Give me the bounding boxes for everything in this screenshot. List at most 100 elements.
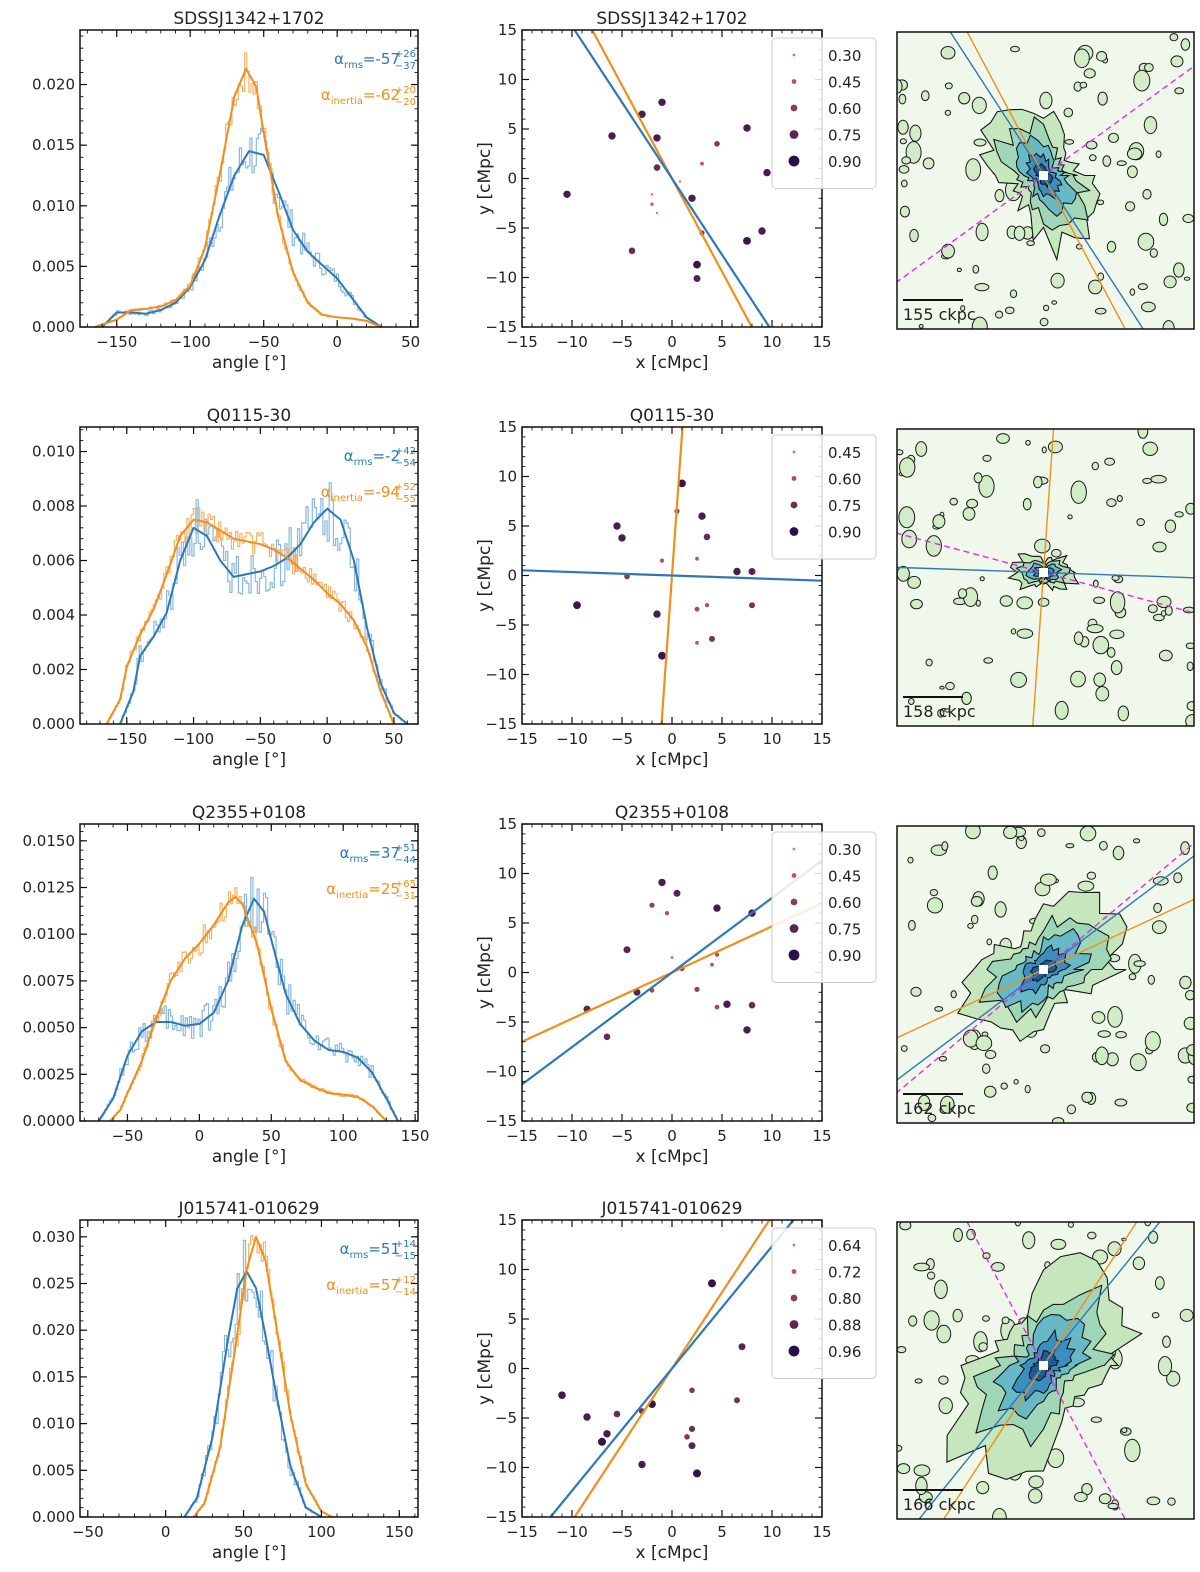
noise-contour xyxy=(1010,45,1020,53)
x-tick-label: 150 xyxy=(385,1523,414,1541)
annotation-text: =-94 xyxy=(363,483,400,501)
annotation-sup: +52 xyxy=(395,482,416,493)
noise-contour xyxy=(967,922,974,929)
scatter-title: J015741-010629 xyxy=(601,1199,743,1219)
noise-contour xyxy=(1132,1256,1146,1271)
galaxy-point xyxy=(670,956,674,959)
y-tick-label: 0.0075 xyxy=(23,972,76,990)
noise-contour xyxy=(1174,511,1184,518)
galaxy-point xyxy=(653,610,661,618)
noise-contour xyxy=(1162,320,1175,329)
noise-contour xyxy=(899,138,907,145)
y-tick-label: 0.010 xyxy=(32,197,75,215)
noise-contour xyxy=(952,1308,963,1323)
annotation-low: −20 xyxy=(395,97,416,108)
y-tick-label: 0.010 xyxy=(32,1415,75,1433)
annotation-rms-label: αrms=-2 xyxy=(344,447,400,468)
map-content xyxy=(897,826,1194,1123)
x-tick-label: −5 xyxy=(611,730,633,748)
scale-bar-label: 155 ckpc xyxy=(903,305,976,324)
y-tick-label: −5 xyxy=(495,219,517,237)
scatter-panel: −15−15 −10 −10 −5 −5 0 0 5 5 10 10 15 15 SDSSJ1342+17… xyxy=(475,9,877,373)
noise-contour xyxy=(978,1342,988,1352)
y-tick-label: 0.0025 xyxy=(23,1065,76,1083)
annotation-text: =-62 xyxy=(363,86,400,104)
x-tick-label: −5 xyxy=(611,1127,633,1145)
y-tick-label: 0 xyxy=(507,964,517,982)
x-tick-label: −100 xyxy=(173,730,214,748)
histogram-frame xyxy=(79,426,419,725)
noise-contour xyxy=(1166,1370,1181,1387)
noise-contour xyxy=(1179,1308,1194,1322)
noise-contour xyxy=(971,914,979,925)
noise-contour xyxy=(1098,1493,1112,1505)
galaxy-point xyxy=(649,902,655,908)
galaxy-point xyxy=(658,878,666,887)
annotation-rms-label: αrms=-57 xyxy=(334,50,400,71)
noise-contour xyxy=(925,535,942,557)
y-tick-label: 10 xyxy=(498,865,517,883)
annotation-low: −54 xyxy=(395,458,416,469)
noise-contour xyxy=(922,157,935,170)
scale-bar-label: 158 ckpc xyxy=(903,702,976,721)
noise-contour xyxy=(1005,306,1015,315)
x-tick-label: −10 xyxy=(556,1523,588,1541)
noise-contour xyxy=(1136,518,1145,527)
legend-box xyxy=(771,37,877,189)
noise-contour xyxy=(1088,279,1103,295)
orientation-lines xyxy=(522,427,822,724)
noise-contour xyxy=(1050,1238,1067,1250)
y-axis-label: y [cMpc] xyxy=(475,936,495,1009)
annotation-sub: inertia xyxy=(331,493,363,504)
noise-contour xyxy=(984,1049,997,1060)
noise-contour xyxy=(1142,477,1153,484)
noise-contour xyxy=(1095,686,1110,702)
inertia-histogram-steps xyxy=(193,1235,334,1518)
annotation-sub: rms xyxy=(344,60,363,71)
legend-marker xyxy=(789,527,799,536)
inertia-kde-line xyxy=(192,1235,333,1518)
map-content xyxy=(897,1222,1194,1519)
x-tick-label: 15 xyxy=(812,1523,831,1541)
histogram-panel: −50 0 50 100 150 0.000 0.005 0.010 0.015 0.020 0.0… xyxy=(32,1199,419,1563)
noise-contour xyxy=(1042,304,1050,312)
x-tick-label: −50 xyxy=(112,1127,144,1145)
noise-contour xyxy=(1039,91,1053,110)
noise-contour xyxy=(1018,835,1025,842)
noise-contour xyxy=(925,658,933,667)
noise-contour xyxy=(975,1035,993,1052)
noise-contour xyxy=(1137,283,1148,291)
x-tick-label: 10 xyxy=(762,333,781,351)
noise-contour xyxy=(1141,301,1156,313)
y-tick-label: −10 xyxy=(485,269,517,287)
noise-contour xyxy=(1174,87,1185,95)
noise-contour xyxy=(1054,700,1069,720)
galaxy-point xyxy=(763,168,771,177)
y-tick-label: 0.020 xyxy=(32,1321,75,1339)
legend-label: 0.90 xyxy=(828,153,861,171)
legend-label: 0.64 xyxy=(828,1237,861,1255)
annotation-symbol: α xyxy=(326,1276,336,1294)
x-tick-label: 100 xyxy=(307,1523,336,1541)
galaxy-point xyxy=(583,1413,591,1421)
annotation-text: =57 xyxy=(368,1276,400,1294)
noise-contour xyxy=(934,1279,948,1300)
galaxy-point xyxy=(694,606,700,612)
y-tick-label: −15 xyxy=(485,1112,517,1130)
annotation-text: =51 xyxy=(368,1240,400,1258)
galaxy-point xyxy=(613,1410,621,1418)
galaxy-point xyxy=(714,141,720,147)
galaxy-point xyxy=(603,1430,611,1438)
noise-contour xyxy=(1013,1079,1019,1085)
noise-contour xyxy=(1037,597,1050,607)
legend-label: 0.72 xyxy=(828,1264,861,1282)
legend-label: 0.75 xyxy=(828,921,861,939)
y-tick-label: −10 xyxy=(485,666,517,684)
noise-contour xyxy=(945,681,955,691)
noise-contour xyxy=(1127,165,1138,179)
x-tick-label: 0 xyxy=(667,730,677,748)
legend-label: 0.45 xyxy=(828,74,861,92)
galaxy-point xyxy=(743,1026,751,1034)
map-content xyxy=(897,32,1194,329)
noise-contour xyxy=(958,92,971,105)
